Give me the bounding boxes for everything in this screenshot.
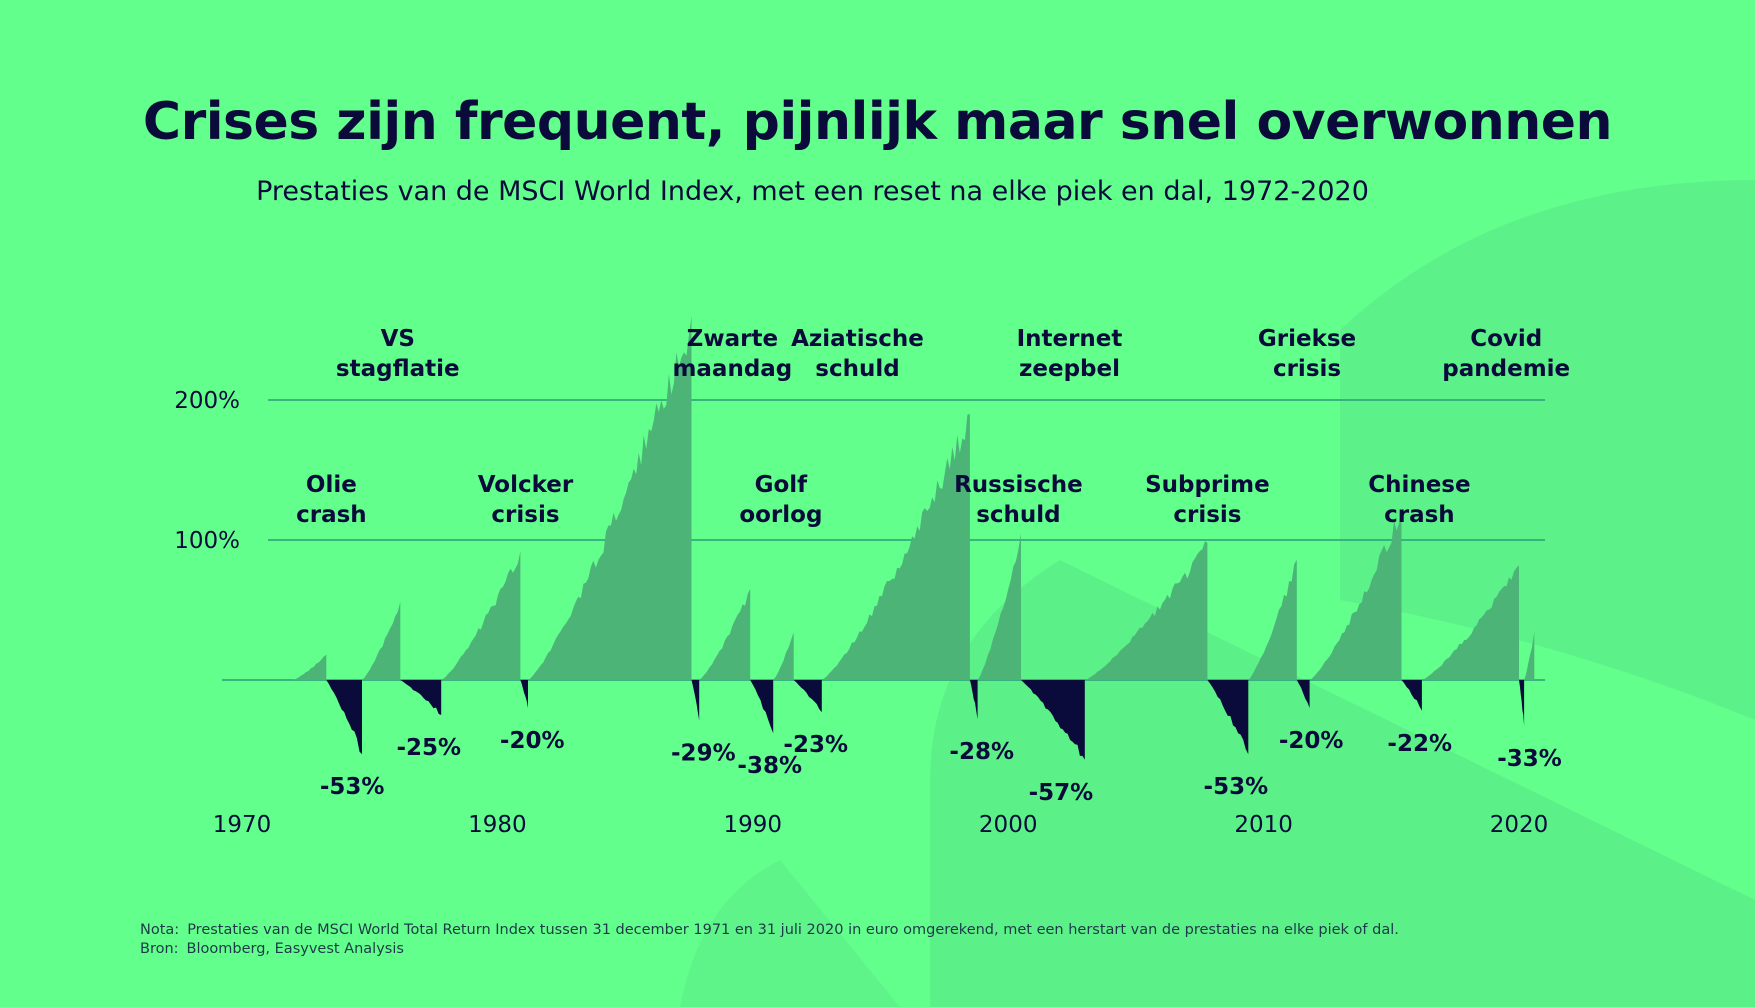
crisis-annotation-line: Volcker <box>478 472 574 498</box>
drawdown-area <box>1401 680 1422 711</box>
crisis-annotations: VS stagflatie Zwarte maandag Aziatische schul… <box>296 326 1570 528</box>
rally-area <box>699 589 751 680</box>
rally-area <box>1309 509 1402 680</box>
crisis-annotation: Olie crash <box>296 472 367 528</box>
drawdown-label: -53% <box>320 774 385 800</box>
crisis-annotation-line: Covid <box>1470 326 1542 352</box>
drawdown-label: -22% <box>1387 731 1452 757</box>
rally-area <box>1421 565 1519 680</box>
crisis-annotation: Volcker crisis <box>478 472 574 528</box>
x-tick-label: 1970 <box>213 812 272 838</box>
rally-area <box>773 632 794 680</box>
y-tick-label: 200% <box>174 388 240 414</box>
crisis-annotation-line: schuld <box>815 356 899 382</box>
crisis-annotation: Russische schuld <box>954 472 1083 528</box>
crisis-annotation-line: Aziatische <box>791 326 924 352</box>
crisis-annotation: Covid pandemie <box>1442 326 1570 382</box>
crisis-annotation: Chinese crash <box>1368 472 1470 528</box>
crisis-annotation: Internet zeepbel <box>1017 326 1123 382</box>
drawdown-area <box>326 680 362 755</box>
crisis-annotation: Zwarte maandag <box>672 326 792 382</box>
crisis-annotation-line: Golf <box>755 472 809 498</box>
drawdown-label: -20% <box>1279 728 1344 754</box>
crisis-annotation-line: Russische <box>954 472 1083 498</box>
crisis-annotation-line: crash <box>1384 502 1455 528</box>
drawdown-label: -53% <box>1204 774 1269 800</box>
crisis-annotation: Golf oorlog <box>739 472 822 528</box>
drawdown-label: -28% <box>949 739 1014 765</box>
y-tick-label: 100% <box>174 528 240 554</box>
x-tick-label: 2000 <box>979 812 1038 838</box>
crisis-annotation-line: crash <box>296 502 367 528</box>
rally-area <box>528 316 692 680</box>
x-tick-label: 1980 <box>468 812 527 838</box>
rally-area <box>1524 631 1535 680</box>
rally-area <box>1248 559 1297 680</box>
rally-area <box>293 654 327 680</box>
drawdown-area <box>1207 680 1249 755</box>
rally-area <box>821 414 970 680</box>
drawdown-area <box>793 680 822 713</box>
crisis-annotation-line: stagflatie <box>336 356 460 382</box>
crisis-annotation-line: crisis <box>491 502 559 528</box>
crisis-annotation-line: Olie <box>306 472 357 498</box>
crisis-annotation-line: schuld <box>976 502 1060 528</box>
crisis-annotation-line: Griekse <box>1258 326 1356 352</box>
y-axis-labels: 100% 200% <box>174 388 240 554</box>
source-text: Bloomberg, Easyvest Analysis <box>186 941 404 957</box>
footnote: Nota: Prestaties van de MSCI World Total … <box>140 921 1399 959</box>
rally-area <box>1084 541 1208 680</box>
crisis-annotation-line: pandemie <box>1442 356 1570 382</box>
crisis-annotation-line: zeepbel <box>1019 356 1120 382</box>
drawdown-area <box>691 680 700 721</box>
drawdown-area <box>400 680 442 715</box>
msci-world-drawdown-chart: -53% -25% -20% -29% -38%-23% -28% -57% -53% -20%… <box>174 316 1570 838</box>
crisis-annotation-line: oorlog <box>739 502 822 528</box>
drawdown-label: -20% <box>500 728 565 754</box>
x-tick-label: 1990 <box>724 812 783 838</box>
rally-area <box>977 533 1021 680</box>
crisis-annotation-line: crisis <box>1273 356 1341 382</box>
crisis-annotation-line: Zwarte <box>687 326 778 352</box>
drawdown-area <box>1021 680 1085 760</box>
drawdown-label: -29% <box>671 741 736 767</box>
drawdown-area <box>969 680 978 720</box>
drawdown-label: -33% <box>1497 746 1562 772</box>
note-text: Prestaties van de MSCI World Total Retur… <box>187 922 1399 938</box>
drawdown-areas <box>326 680 1525 760</box>
source-row: Bron: Bloomberg, Easyvest Analysis <box>140 940 1399 959</box>
chart-subtitle: Prestaties van de MSCI World Index, met … <box>256 176 1369 207</box>
drawdown-area <box>520 680 528 708</box>
crisis-annotation-line: maandag <box>672 356 792 382</box>
drawdown-label: -57% <box>1029 780 1094 806</box>
x-tick-label: 2020 <box>1490 812 1549 838</box>
drawdown-label: -38% <box>737 753 802 779</box>
note-row: Nota: Prestaties van de MSCI World Total … <box>140 921 1399 940</box>
rally-area <box>362 601 401 680</box>
crisis-annotation-line: crisis <box>1173 502 1241 528</box>
crisis-annotation: Griekse crisis <box>1258 326 1356 382</box>
crisis-annotation-line: Chinese <box>1368 472 1470 498</box>
crisis-annotation-line: Subprime <box>1145 472 1270 498</box>
drawdown-area <box>1519 680 1525 727</box>
crisis-annotation: Aziatische schuld <box>791 326 924 382</box>
crisis-annotation: VS stagflatie <box>336 326 460 382</box>
source-label: Bron: <box>140 941 179 957</box>
drawdown-label: -25% <box>396 735 461 761</box>
rally-area <box>441 551 521 680</box>
x-axis-labels: 1970 1980 1990 2000 2010 2020 <box>213 812 1549 838</box>
chart-title: Crises zijn frequent, pijnlijk maar snel… <box>142 92 1613 152</box>
rally-areas <box>293 316 1535 680</box>
x-tick-label: 2010 <box>1234 812 1293 838</box>
drawdown-area <box>1296 680 1310 708</box>
drawdown-labels: -53% -25% -20% -29% -38%-23% -28% -57% -53% -20%… <box>320 728 1562 806</box>
crisis-annotation-line: VS <box>381 326 415 352</box>
drawdown-area <box>750 680 774 734</box>
drawdown-label: -23% <box>783 732 848 758</box>
crisis-annotation-line: Internet <box>1017 326 1123 352</box>
crisis-annotation: Subprime crisis <box>1145 472 1270 528</box>
note-label: Nota: <box>140 922 180 938</box>
